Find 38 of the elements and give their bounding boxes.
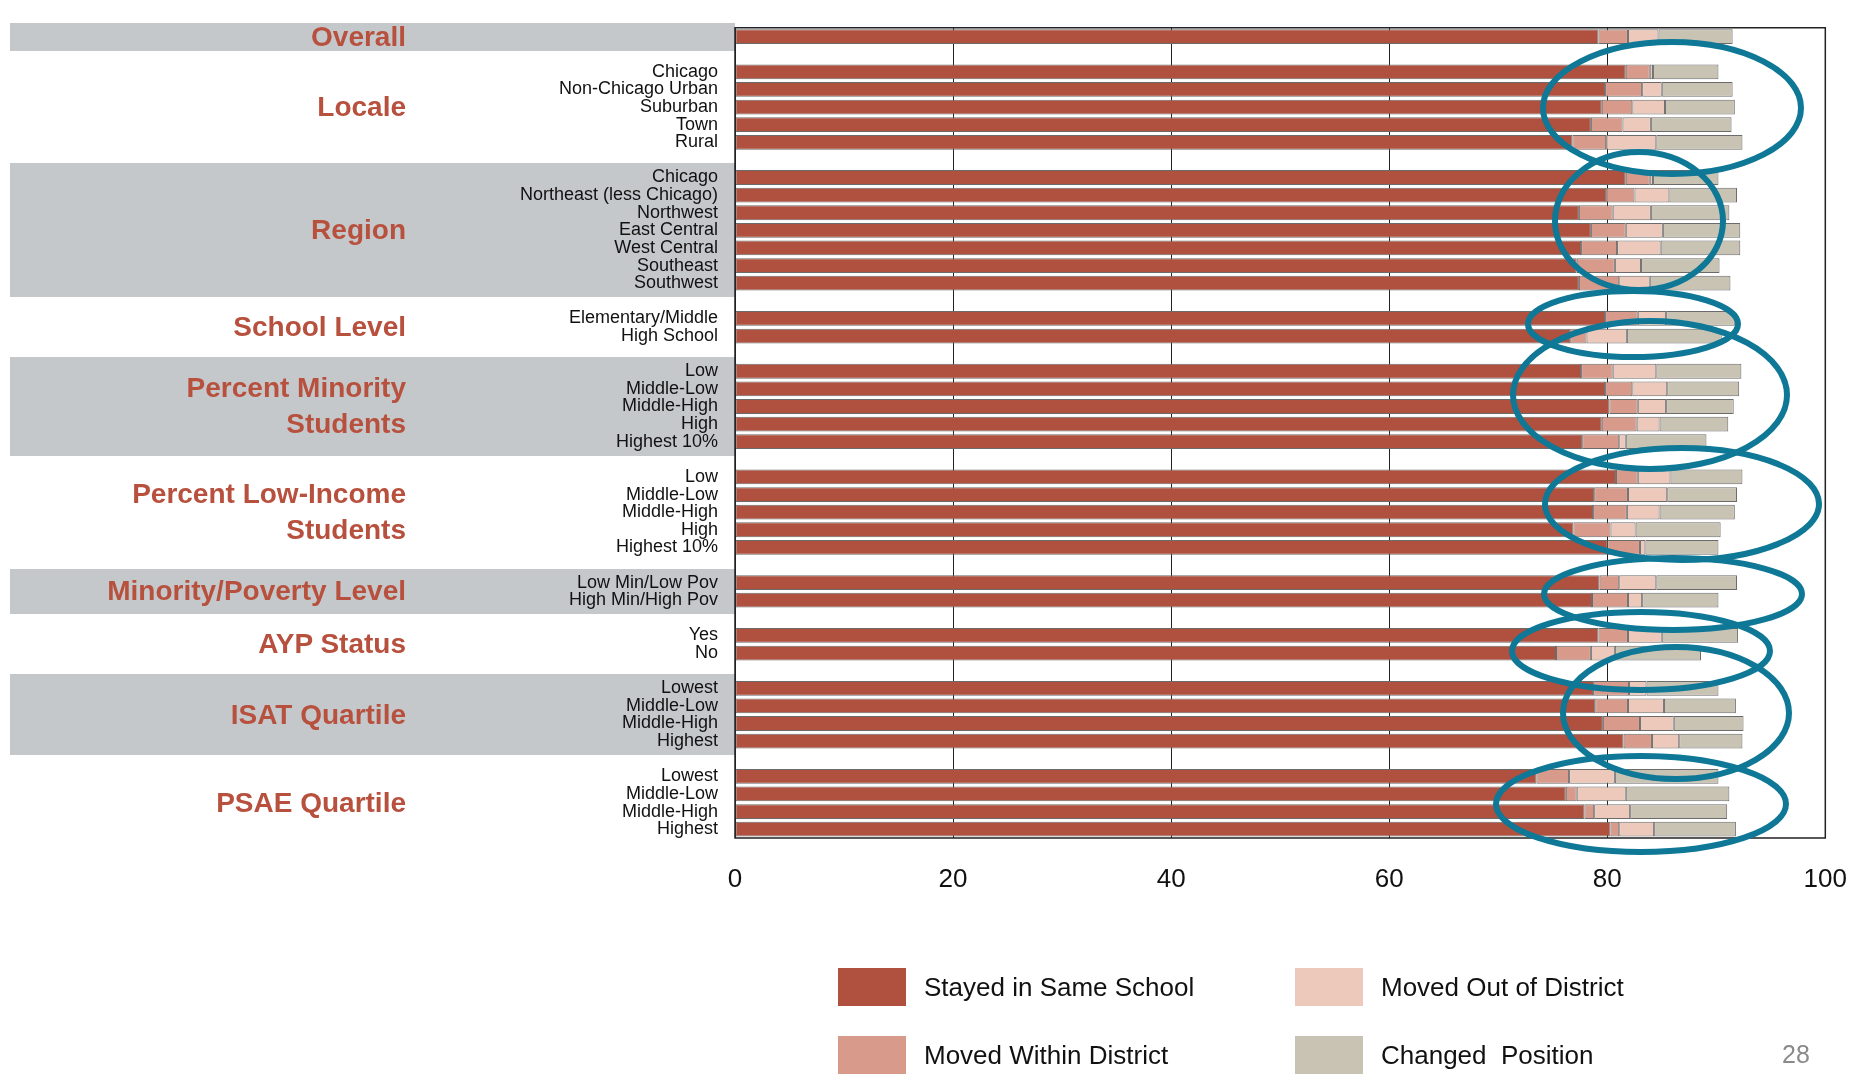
y-tick-label: Low Min/Low Pov bbox=[576, 571, 718, 592]
x-tick-label: 40 bbox=[1156, 862, 1186, 893]
text: Locale bbox=[316, 90, 406, 125]
y-tick-label: Low bbox=[684, 465, 719, 486]
y-tick-label: Southeast bbox=[636, 254, 718, 275]
y-tick-label: Middle-High bbox=[621, 712, 718, 733]
y-tick-label: No bbox=[694, 642, 718, 663]
x-tick-label: 20 bbox=[938, 862, 968, 893]
y-tick-label: Elementary/Middle bbox=[568, 307, 718, 328]
x-tick-label: 80 bbox=[1592, 862, 1622, 893]
y-tick-label: Rural bbox=[674, 131, 718, 152]
y-tick-label: Yes bbox=[688, 624, 718, 645]
legend-label: Stayed in Same School bbox=[924, 971, 1195, 1003]
text: Minority/Poverty Level bbox=[106, 574, 406, 609]
text: School Level bbox=[232, 310, 406, 345]
text: Region bbox=[310, 213, 406, 248]
y-tick-label: Middle-High bbox=[621, 395, 718, 416]
text: Percent Low-Income Students bbox=[131, 477, 406, 548]
text: PSAE Quartile bbox=[215, 785, 406, 820]
y-tick-label: Middle-High bbox=[621, 800, 718, 821]
y-tick-label: Middle-Low bbox=[625, 483, 719, 504]
text: ISAT Quartile bbox=[229, 697, 406, 732]
text: Overall bbox=[310, 19, 406, 54]
legend-label: Moved Out of District bbox=[1381, 971, 1624, 1003]
y-tick-label: Chicago bbox=[651, 166, 718, 187]
text: 28 bbox=[1782, 1040, 1810, 1069]
legend-label: Moved Within District bbox=[924, 1039, 1169, 1071]
y-tick-label: High Min/High Pov bbox=[568, 589, 718, 610]
y-tick-label: Chicago bbox=[651, 60, 718, 81]
legend-label: Changed Position bbox=[1381, 1039, 1594, 1071]
y-tick-label: Town bbox=[675, 113, 718, 134]
x-tick-label: 60 bbox=[1374, 862, 1404, 893]
x-tick-label: 0 bbox=[727, 862, 743, 893]
y-tick-label: Southwest bbox=[633, 272, 718, 293]
y-tick-label: Middle-High bbox=[621, 501, 718, 522]
x-tick-label: 100 bbox=[1803, 862, 1848, 893]
text: AYP Status bbox=[257, 627, 406, 662]
text: Percent Minority Students bbox=[185, 371, 406, 442]
